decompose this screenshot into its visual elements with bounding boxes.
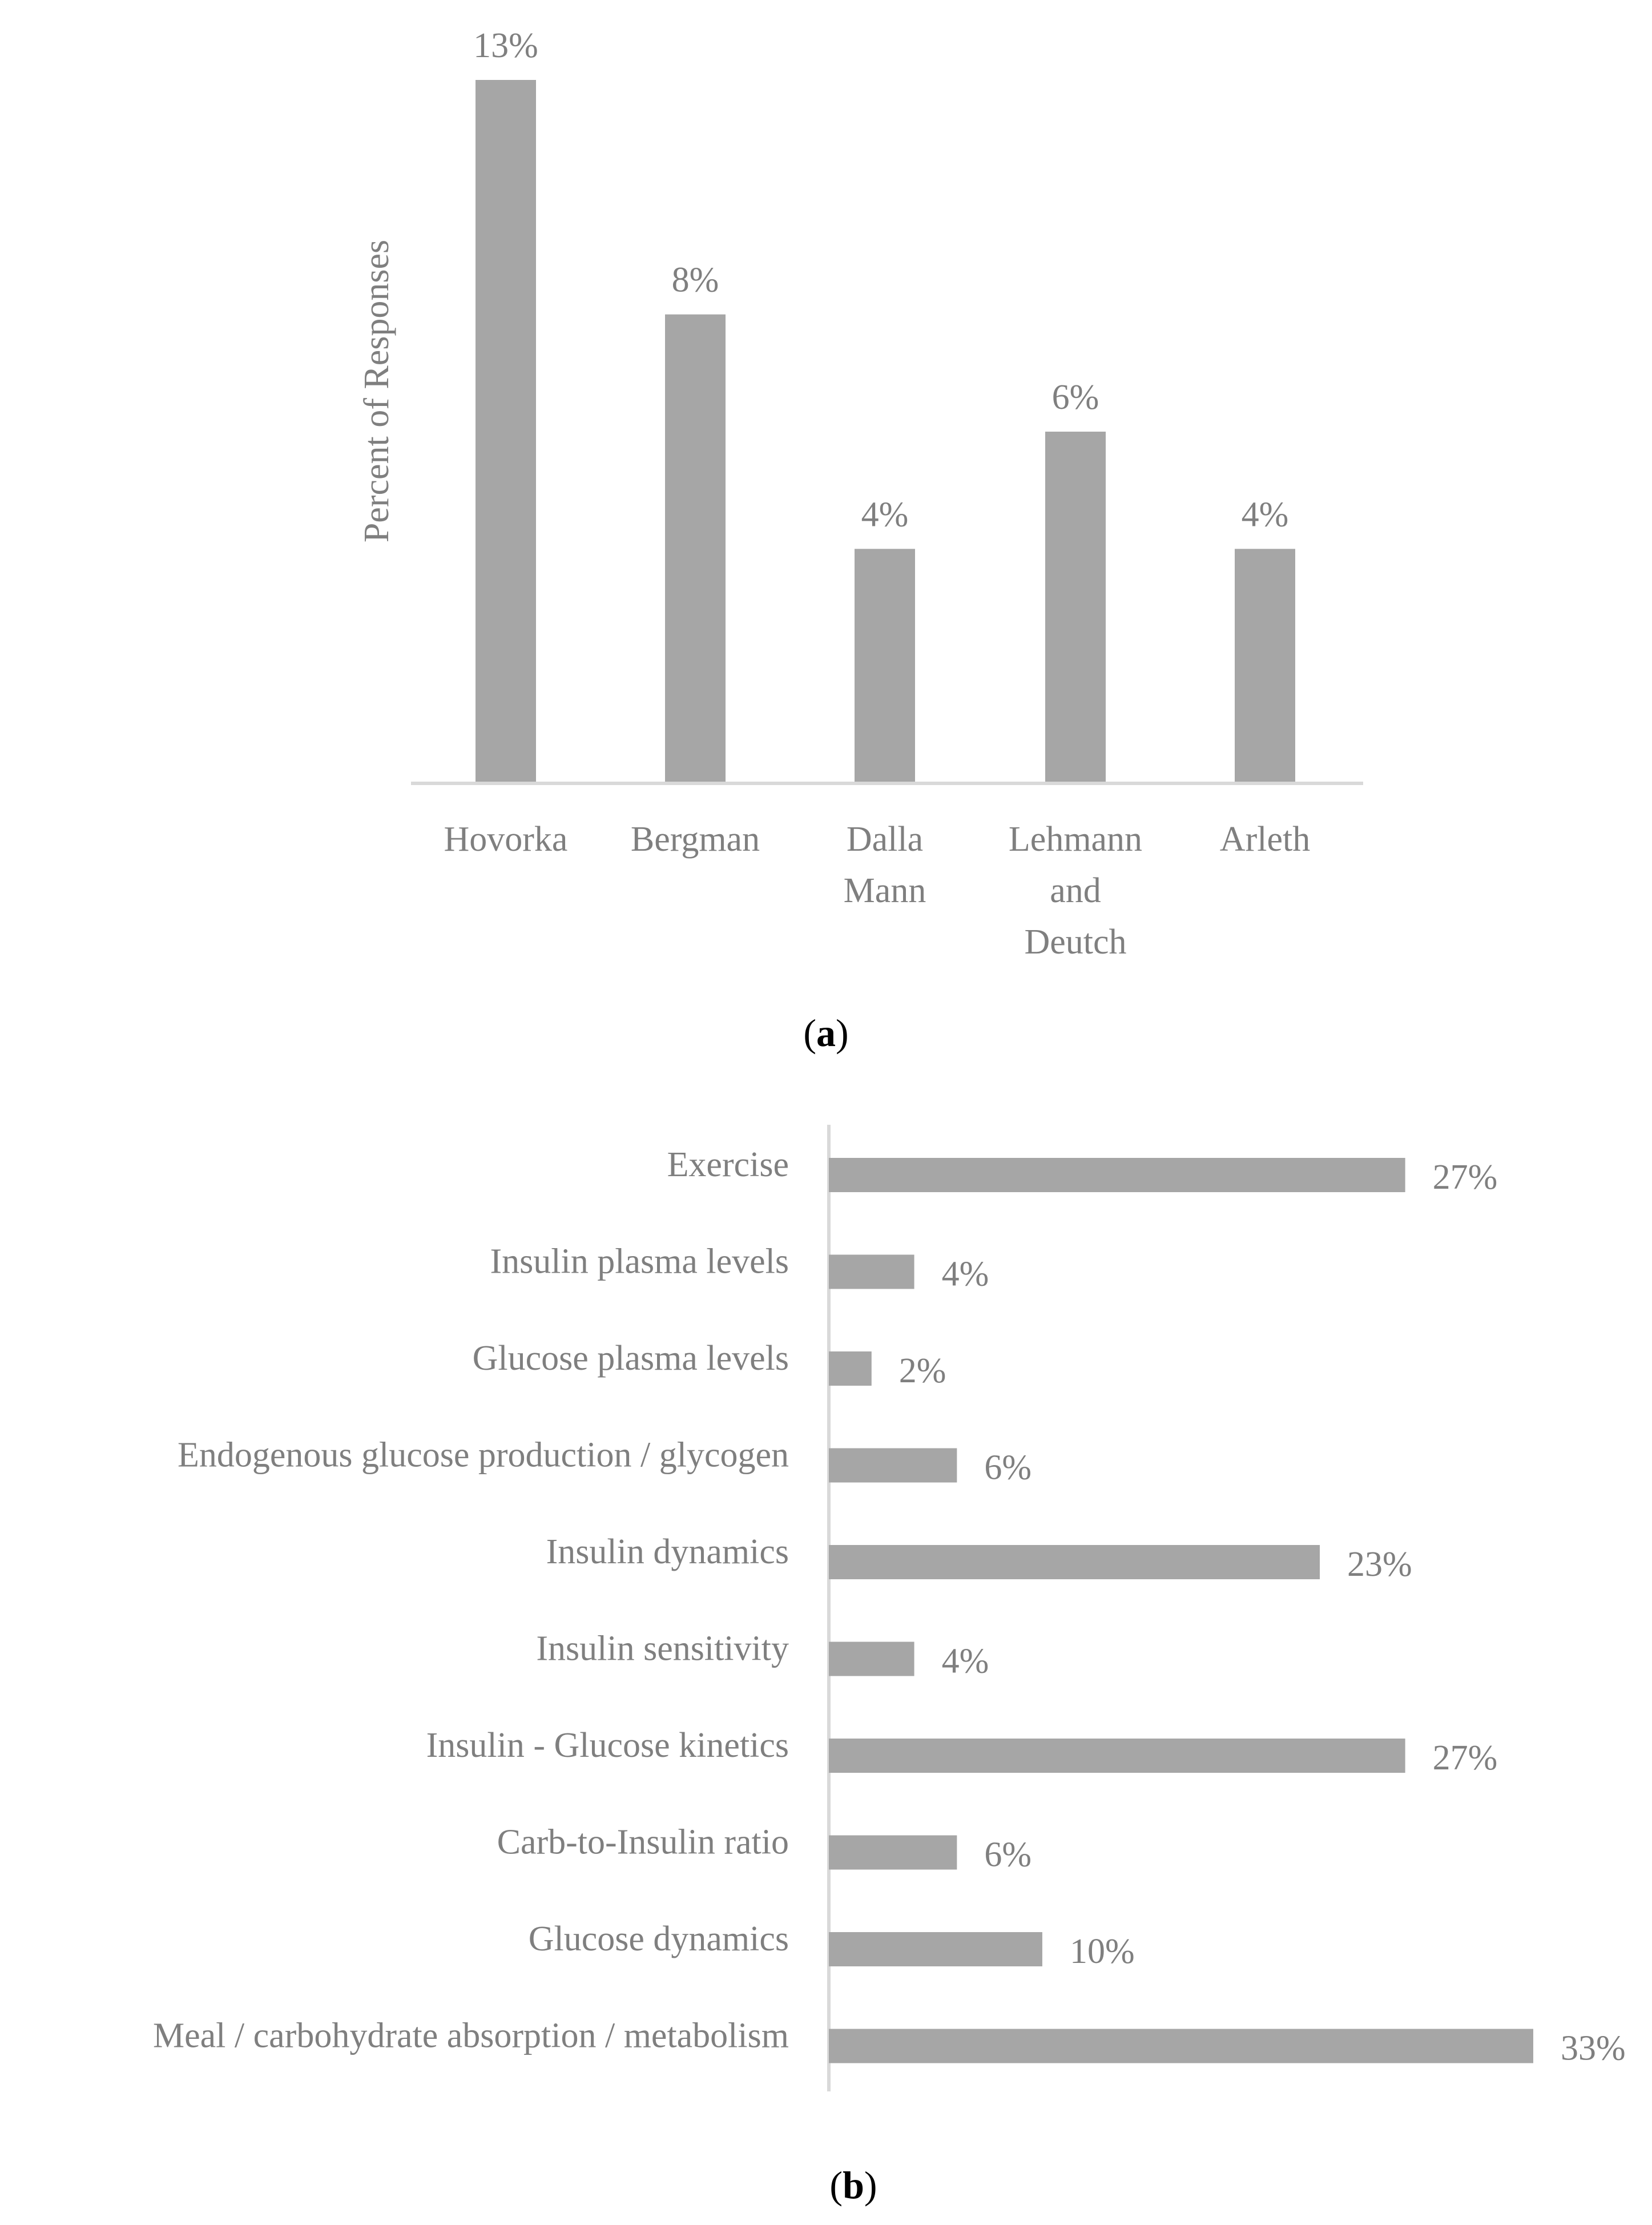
bar (476, 80, 536, 783)
category-label: Dalla Mann (844, 820, 926, 910)
bar (829, 1545, 1320, 1579)
vertical-bar-chart: Percent of Responses 13% 8% 4% 6% 4% Hovorka… (357, 26, 1363, 961)
bar (1045, 432, 1106, 783)
data-label: 13% (473, 26, 538, 65)
data-label: 10% (1070, 1932, 1135, 1971)
bar (829, 1932, 1042, 1966)
data-label: 6% (984, 1449, 1032, 1487)
category-label: Bergman (631, 820, 760, 859)
category-label: Lehmann and Deutch (1009, 820, 1142, 961)
bar (829, 1351, 872, 1386)
bar (829, 1448, 957, 1483)
data-label: 27% (1433, 1158, 1498, 1197)
data-label: 6% (984, 1836, 1032, 1874)
data-label: 6% (1052, 378, 1099, 417)
panel-label-b: (b) (829, 2163, 877, 2207)
category-label: Meal / carbohydrate absorption / metabol… (153, 2017, 789, 2055)
bar (829, 1739, 1405, 1773)
category-label: Carb-to-Insulin ratio (497, 1823, 789, 1862)
bar (829, 1641, 914, 1676)
bar (829, 1254, 914, 1289)
category-label: Insulin - Glucose kinetics (426, 1726, 789, 1765)
category-label: Arleth (1220, 820, 1310, 859)
data-label: 4% (1242, 495, 1289, 534)
bar (829, 2029, 1533, 2063)
category-label: Insulin sensitivity (536, 1629, 789, 1668)
bar (665, 314, 726, 783)
panel-label-a: (a) (803, 1011, 848, 1055)
category-label: Hovorka (444, 820, 568, 859)
data-label: 2% (899, 1351, 946, 1390)
category-label: Endogenous glucose production / glycogen (178, 1436, 789, 1475)
data-label: 33% (1561, 2029, 1626, 2068)
data-label: 23% (1347, 1545, 1412, 1584)
category-label: Insulin plasma levels (490, 1242, 789, 1281)
horizontal-bar-chart: Exercise Insulin plasma levels Glucose pla… (153, 1125, 1626, 2091)
data-label: 4% (861, 495, 909, 534)
category-label: Glucose dynamics (529, 1920, 789, 1958)
data-label: 4% (942, 1255, 989, 1294)
y-axis-label: Percent of Responses (357, 240, 396, 542)
category-label: Insulin dynamics (546, 1532, 789, 1571)
bar (1235, 549, 1295, 783)
category-label: Exercise (667, 1145, 789, 1184)
data-label: 8% (672, 261, 719, 300)
bar (829, 1835, 957, 1870)
bar (855, 549, 915, 783)
data-label: 27% (1433, 1739, 1498, 1777)
category-label: Glucose plasma levels (473, 1339, 789, 1378)
data-label: 4% (942, 1642, 989, 1681)
bar (829, 1158, 1405, 1192)
